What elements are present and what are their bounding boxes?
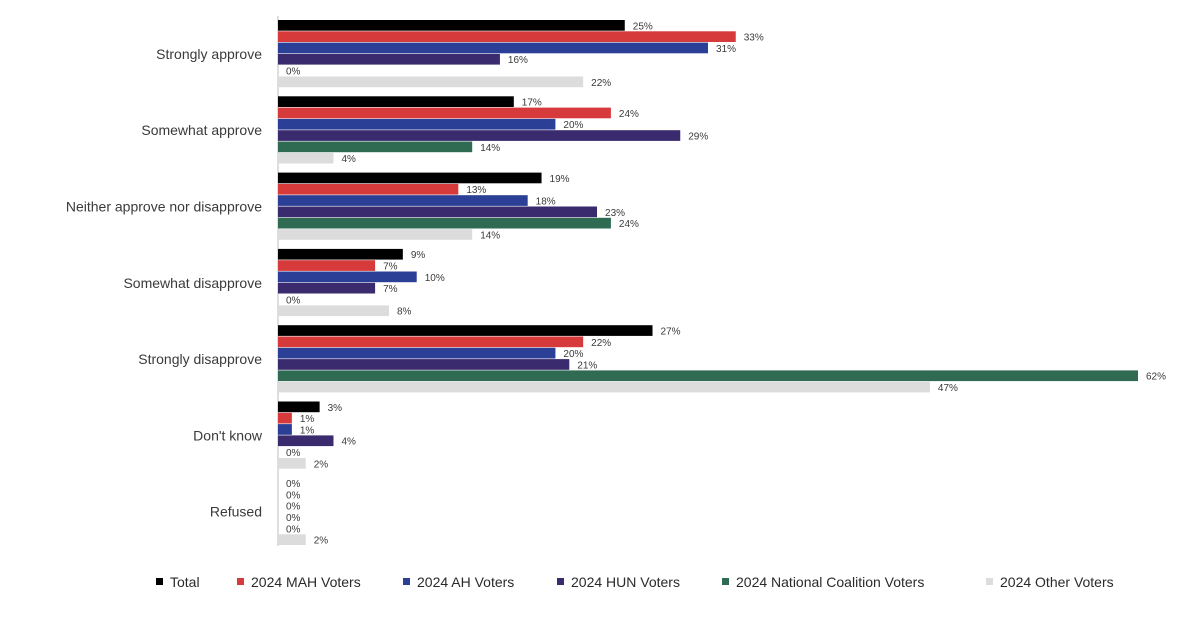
legend-label-2024-mah-voters: 2024 MAH Voters [251, 574, 361, 590]
bar-don-t-know-2024-mah-voters [278, 412, 292, 424]
legend-label-2024-other-voters: 2024 Other Voters [1000, 574, 1114, 590]
value-label-refused-2024-mah-voters: 0% [286, 490, 301, 501]
value-label-somewhat-disapprove-2024-mah-voters: 7% [383, 262, 398, 273]
value-label-somewhat-approve-2024-other-voters: 4% [341, 154, 356, 165]
value-label-somewhat-disapprove-2024-national-coalition-voters: 0% [286, 295, 301, 306]
bar-somewhat-disapprove-2024-ah-voters [278, 271, 417, 283]
value-label-strongly-approve-2024-ah-voters: 31% [716, 44, 736, 55]
value-label-don-t-know-total: 3% [328, 403, 343, 414]
bar-somewhat-disapprove-2024-mah-voters [278, 260, 376, 271]
legend-swatch-2024-hun-voters [557, 578, 564, 585]
value-label-don-t-know-2024-ah-voters: 1% [300, 425, 315, 436]
value-label-refused-2024-hun-voters: 0% [286, 513, 301, 524]
category-label-somewhat-approve: Somewhat approve [141, 122, 262, 138]
value-label-don-t-know-2024-other-voters: 2% [314, 459, 329, 470]
value-label-strongly-disapprove-2024-hun-voters: 21% [577, 360, 597, 371]
legend-label-2024-ah-voters: 2024 AH Voters [417, 574, 514, 590]
bar-somewhat-approve-2024-mah-voters [278, 107, 611, 119]
bar-don-t-know-2024-hun-voters [278, 435, 334, 447]
legend-label-total: Total [170, 574, 200, 590]
bar-don-t-know-2024-ah-voters [278, 424, 292, 435]
bar-somewhat-disapprove-total [278, 248, 403, 260]
bar-strongly-approve-2024-other-voters [278, 76, 584, 88]
legend-swatch-total [156, 578, 163, 585]
bar-somewhat-disapprove-2024-other-voters [278, 305, 389, 317]
value-label-strongly-disapprove-2024-mah-voters: 22% [591, 338, 611, 349]
bar-strongly-disapprove-total [278, 325, 653, 336]
bar-somewhat-approve-2024-national-coalition-voters [278, 141, 473, 153]
value-label-somewhat-approve-2024-mah-voters: 24% [619, 109, 639, 120]
value-label-neither-approve-nor-disapprove-2024-ah-voters: 18% [536, 197, 556, 208]
legend-swatch-2024-other-voters [986, 578, 993, 585]
bar-strongly-disapprove-2024-mah-voters [278, 336, 584, 348]
category-label-refused: Refused [210, 504, 262, 520]
value-label-refused-2024-other-voters: 2% [314, 536, 329, 547]
bar-strongly-approve-total [278, 20, 625, 31]
value-label-somewhat-approve-2024-national-coalition-voters: 14% [480, 143, 500, 154]
legend-swatch-2024-ah-voters [403, 578, 410, 585]
value-label-neither-approve-nor-disapprove-2024-mah-voters: 13% [466, 185, 486, 196]
bar-somewhat-approve-2024-hun-voters [278, 130, 681, 141]
bar-strongly-disapprove-2024-national-coalition-voters [278, 370, 1138, 382]
category-label-neither-approve-nor-disapprove: Neither approve nor disapprove [66, 199, 262, 215]
bar-neither-approve-nor-disapprove-2024-hun-voters [278, 206, 598, 218]
value-label-neither-approve-nor-disapprove-2024-hun-voters: 23% [605, 208, 625, 219]
bar-don-t-know-2024-other-voters [278, 458, 306, 469]
value-label-strongly-approve-2024-national-coalition-voters: 0% [286, 67, 301, 78]
legend-label-2024-hun-voters: 2024 HUN Voters [571, 574, 680, 590]
bar-strongly-approve-2024-mah-voters [278, 31, 736, 42]
value-label-neither-approve-nor-disapprove-total: 19% [550, 174, 570, 185]
value-label-neither-approve-nor-disapprove-2024-other-voters: 14% [480, 230, 500, 241]
bar-somewhat-approve-2024-other-voters [278, 152, 334, 164]
value-label-somewhat-approve-total: 17% [522, 98, 542, 109]
bar-somewhat-approve-2024-ah-voters [278, 118, 556, 130]
legend-swatch-2024-mah-voters [237, 578, 244, 585]
bar-neither-approve-nor-disapprove-total [278, 172, 542, 184]
bar-don-t-know-total [278, 401, 320, 413]
value-label-refused-2024-national-coalition-voters: 0% [286, 524, 301, 535]
value-label-refused-total: 0% [286, 479, 301, 490]
value-label-don-t-know-2024-hun-voters: 4% [341, 437, 356, 448]
value-label-somewhat-disapprove-2024-ah-voters: 10% [425, 273, 445, 284]
value-label-somewhat-approve-2024-ah-voters: 20% [563, 120, 583, 131]
bars-group: 25% 33% 31% 16% 0% 22% 17% 24% 20% 29% 14% 4% 19% 13%… [278, 20, 1166, 547]
value-label-strongly-approve-2024-mah-voters: 33% [744, 33, 764, 44]
value-label-don-t-know-2024-national-coalition-voters: 0% [286, 448, 301, 459]
legend-label-2024-national-coalition-voters: 2024 National Coalition Voters [736, 574, 924, 590]
bar-strongly-disapprove-2024-hun-voters [278, 359, 570, 370]
value-label-somewhat-disapprove-2024-other-voters: 8% [397, 307, 412, 318]
category-label-strongly-disapprove: Strongly disapprove [138, 351, 262, 367]
bar-neither-approve-nor-disapprove-2024-other-voters [278, 229, 473, 240]
bar-strongly-disapprove-2024-other-voters [278, 381, 930, 393]
bar-neither-approve-nor-disapprove-2024-national-coalition-voters [278, 217, 611, 229]
value-label-strongly-approve-total: 25% [633, 21, 653, 32]
legend-swatch-2024-national-coalition-voters [722, 578, 729, 585]
bar-strongly-approve-2024-hun-voters [278, 53, 500, 65]
value-label-refused-2024-ah-voters: 0% [286, 502, 301, 513]
value-label-strongly-approve-2024-other-voters: 22% [591, 78, 611, 89]
category-label-somewhat-disapprove: Somewhat disapprove [123, 275, 262, 291]
bar-refused-2024-other-voters [278, 534, 306, 545]
bar-strongly-approve-2024-ah-voters [278, 42, 708, 54]
value-label-somewhat-disapprove-2024-hun-voters: 7% [383, 284, 398, 295]
legend: Total 2024 MAH Voters 2024 AH Voters 2024 H… [156, 574, 1114, 590]
value-label-strongly-disapprove-2024-other-voters: 47% [938, 383, 958, 394]
value-label-don-t-know-2024-mah-voters: 1% [300, 414, 315, 425]
value-label-strongly-disapprove-2024-national-coalition-voters: 62% [1146, 372, 1166, 383]
value-label-somewhat-disapprove-total: 9% [411, 250, 426, 261]
value-label-strongly-disapprove-total: 27% [661, 327, 681, 338]
bar-somewhat-disapprove-2024-hun-voters [278, 282, 376, 294]
value-label-neither-approve-nor-disapprove-2024-national-coalition-voters: 24% [619, 219, 639, 230]
bar-neither-approve-nor-disapprove-2024-ah-voters [278, 195, 528, 206]
value-label-strongly-disapprove-2024-ah-voters: 20% [563, 349, 583, 360]
value-label-strongly-approve-2024-hun-voters: 16% [508, 55, 528, 66]
category-label-don-t-know: Don't know [193, 427, 263, 443]
value-label-somewhat-approve-2024-hun-voters: 29% [688, 132, 708, 143]
bar-strongly-disapprove-2024-ah-voters [278, 347, 556, 359]
bar-somewhat-approve-total [278, 96, 514, 107]
category-label-strongly-approve: Strongly approve [156, 46, 262, 62]
bar-neither-approve-nor-disapprove-2024-mah-voters [278, 183, 459, 195]
category-labels: Strongly approve Somewhat approve Neither … [66, 46, 263, 520]
